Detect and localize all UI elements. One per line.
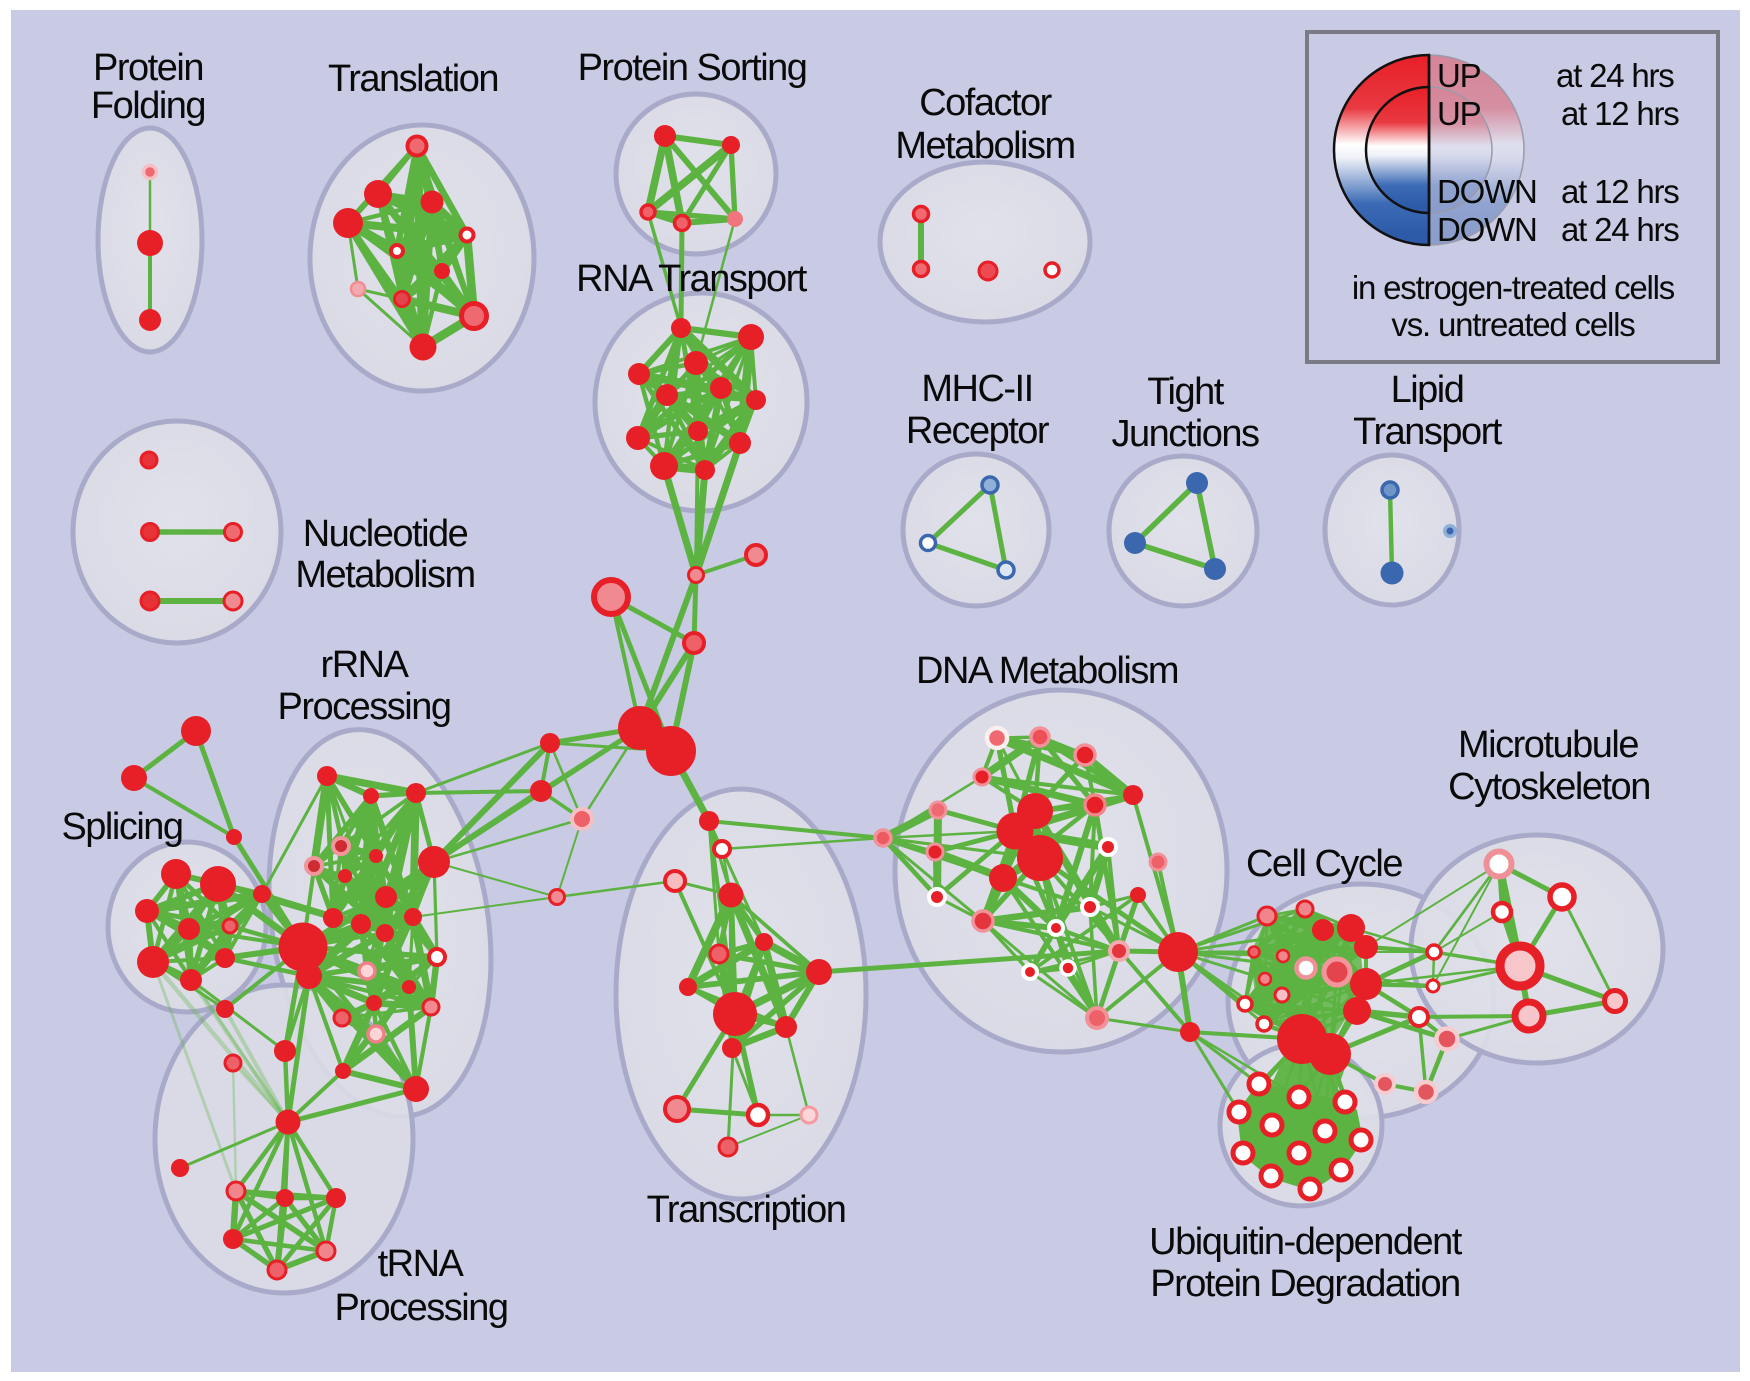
svg-text:Lipid: Lipid	[1391, 369, 1464, 411]
svg-text:Cytoskeleton: Cytoskeleton	[1448, 766, 1650, 808]
svg-text:Microtubule: Microtubule	[1458, 724, 1638, 766]
svg-text:DOWN: DOWN	[1437, 173, 1537, 210]
svg-text:Processing: Processing	[278, 686, 451, 728]
svg-text:Transport: Transport	[1353, 411, 1503, 453]
svg-text:Nucleotide: Nucleotide	[303, 513, 468, 555]
svg-text:at 24 hrs: at 24 hrs	[1556, 57, 1674, 94]
svg-text:Ubiquitin-dependent: Ubiquitin-dependent	[1149, 1221, 1463, 1263]
svg-text:at 12 hrs: at 12 hrs	[1561, 173, 1679, 210]
svg-text:tRNA: tRNA	[378, 1243, 465, 1285]
svg-text:Processing: Processing	[335, 1287, 508, 1329]
svg-text:Cofactor: Cofactor	[919, 82, 1052, 124]
svg-text:Splicing: Splicing	[61, 806, 182, 848]
svg-text:Cell Cycle: Cell Cycle	[1246, 843, 1402, 885]
svg-text:Receptor: Receptor	[906, 410, 1050, 452]
svg-text:Transcription: Transcription	[647, 1189, 846, 1231]
svg-text:MHC-II: MHC-II	[921, 368, 1032, 410]
svg-text:vs. untreated cells: vs. untreated cells	[1391, 306, 1635, 343]
svg-text:DNA Metabolism: DNA Metabolism	[916, 650, 1178, 692]
svg-text:UP: UP	[1437, 95, 1481, 132]
svg-text:Junctions: Junctions	[1111, 413, 1259, 455]
svg-text:rRNA: rRNA	[321, 644, 410, 686]
svg-text:DOWN: DOWN	[1437, 211, 1537, 248]
svg-text:at 12 hrs: at 12 hrs	[1561, 95, 1679, 132]
svg-text:UP: UP	[1437, 57, 1481, 94]
svg-text:Metabolism: Metabolism	[895, 125, 1074, 167]
svg-text:Protein: Protein	[93, 47, 203, 89]
svg-text:Protein Degradation: Protein Degradation	[1150, 1263, 1460, 1305]
svg-text:at 24 hrs: at 24 hrs	[1561, 211, 1679, 248]
svg-text:RNA Transport: RNA Transport	[576, 258, 808, 300]
svg-text:Folding: Folding	[91, 85, 205, 127]
svg-text:Translation: Translation	[328, 58, 498, 100]
svg-text:in estrogen-treated cells: in estrogen-treated cells	[1352, 269, 1675, 306]
svg-text:Tight: Tight	[1147, 371, 1225, 413]
svg-text:Metabolism: Metabolism	[295, 554, 474, 596]
svg-text:Protein Sorting: Protein Sorting	[578, 47, 807, 89]
